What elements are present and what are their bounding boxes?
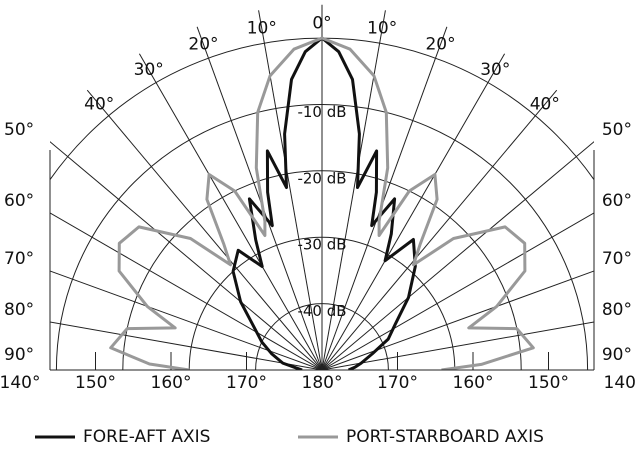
angle-label: 30° <box>480 60 510 80</box>
rear-label: 180° <box>302 373 343 393</box>
angle-label: 40° <box>84 94 114 114</box>
outer-ring <box>50 37 594 181</box>
angle-label: 60° <box>4 191 34 211</box>
ring-label: -10 dB <box>297 103 346 121</box>
radial-line <box>50 212 323 370</box>
radial-line <box>321 53 506 370</box>
angle-label: 70° <box>4 249 34 269</box>
angle-label: 70° <box>602 249 632 269</box>
series-line <box>231 36 417 370</box>
series-line <box>109 36 535 370</box>
legend-label: PORT-STARBOARD AXIS <box>346 427 544 447</box>
angle-label: 80° <box>4 300 34 320</box>
rear-label: 150° <box>528 373 569 393</box>
radial-line <box>50 270 323 370</box>
angle-label: 10° <box>247 19 277 39</box>
radial-line <box>321 321 594 370</box>
angle-label: 60° <box>602 191 632 211</box>
rear-label: 160° <box>151 373 192 393</box>
radial-line <box>196 26 323 370</box>
rear-label: 140° <box>604 373 636 393</box>
radial-line <box>258 10 323 370</box>
radial-line <box>321 10 386 370</box>
radial-line <box>321 270 594 370</box>
angle-label: 90° <box>602 345 632 365</box>
angle-label: 10° <box>367 19 397 39</box>
angle-label: 90° <box>4 345 34 365</box>
radial-line <box>321 141 594 370</box>
radial-line <box>50 321 323 370</box>
angle-label: 30° <box>134 60 164 80</box>
radial-line <box>321 212 594 370</box>
curves <box>109 36 535 370</box>
angle-label: 0° <box>312 13 331 33</box>
legend-label: FORE-AFT AXIS <box>83 427 210 447</box>
radial-line <box>321 26 448 370</box>
ring-label: -20 dB <box>297 169 346 187</box>
angle-label: 20° <box>188 34 218 54</box>
labels: -10 dB -20 dB -30 dB -40 dB 90° 80° 70° 60° 50° 4… <box>0 13 636 393</box>
radial-line <box>321 89 558 370</box>
ring-label: -30 dB <box>297 236 346 254</box>
angle-label: 20° <box>425 34 455 54</box>
legend: FORE-AFT AXIS PORT-STARBOARD AXIS <box>35 427 544 447</box>
angle-label: 80° <box>602 300 632 320</box>
grid <box>50 4 594 370</box>
rear-label: 140° <box>0 373 40 393</box>
radial-line <box>86 89 323 370</box>
angle-label: 40° <box>530 94 560 114</box>
ring-label: -40 dB <box>297 302 346 320</box>
radial-line <box>138 53 323 370</box>
rear-label: 150° <box>75 373 116 393</box>
rear-label: 170° <box>226 373 267 393</box>
angle-label: 50° <box>4 120 34 140</box>
angle-label: 50° <box>602 120 632 140</box>
rear-label: 170° <box>377 373 418 393</box>
radial-line <box>50 141 323 370</box>
rear-label: 160° <box>453 373 494 393</box>
